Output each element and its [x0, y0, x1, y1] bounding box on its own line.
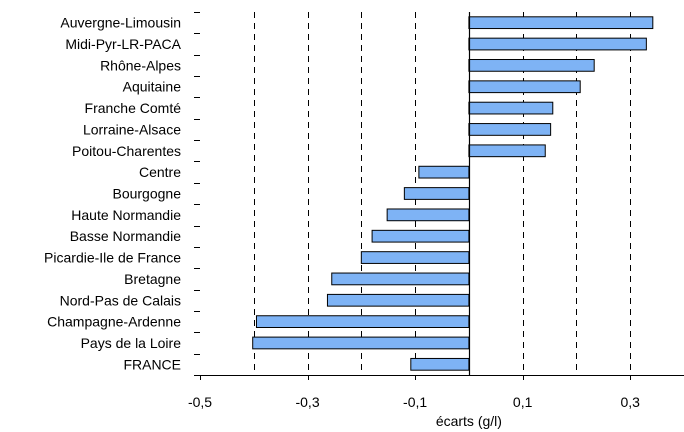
bar-11 — [360, 251, 470, 264]
category-label-6: Poitou-Charentes — [72, 143, 181, 159]
category-label-2: Rhône-Alpes — [100, 57, 181, 73]
bar-5 — [468, 123, 552, 136]
bar-16 — [410, 357, 470, 371]
category-label-1: Midi-Pyr-LR-PACA — [65, 36, 181, 52]
category-label-7: Centre — [139, 164, 181, 180]
bar-6 — [468, 144, 546, 158]
x-tick-label-4: 0,3 — [620, 394, 640, 410]
bar-10 — [371, 229, 470, 243]
axes — [200, 12, 684, 376]
category-label-12: Bretagne — [124, 271, 181, 287]
ticks — [194, 12, 631, 380]
category-label-5: Lorraine-Alsace — [83, 121, 181, 137]
bar-4 — [468, 101, 554, 115]
x-axis-title: écarts (g/l) — [436, 413, 502, 429]
x-tick-labels: -0,5 -0,3 -0,1 0,1 0,3 — [188, 394, 640, 410]
category-label-16: FRANCE — [123, 356, 181, 372]
category-label-11: Picardie-Ile de France — [44, 250, 181, 266]
bar-0 — [468, 16, 654, 30]
bars — [252, 16, 654, 371]
category-label-8: Bourgogne — [112, 186, 181, 202]
bar-9 — [386, 208, 470, 222]
category-label-4: Franche Comté — [85, 100, 182, 116]
category-label-14: Champagne-Ardenne — [47, 314, 181, 330]
category-label-9: Haute Normandie — [71, 207, 181, 223]
bar-15 — [252, 336, 470, 350]
bar-13 — [326, 293, 470, 307]
bar-1 — [468, 37, 647, 51]
bar-7 — [418, 165, 470, 179]
x-tick-label-2: -0,1 — [403, 394, 427, 410]
x-tick-label-0: -0,5 — [188, 394, 212, 410]
category-label-13: Nord-Pas de Calais — [60, 292, 181, 308]
bar-8 — [403, 187, 470, 200]
bar-2 — [468, 59, 595, 72]
x-tick-label-1: -0,3 — [295, 394, 319, 410]
bar-14 — [255, 315, 470, 328]
grid-lines — [254, 12, 631, 375]
category-label-15: Pays de la Loire — [81, 335, 182, 351]
category-label-0: Auvergne-Limousin — [60, 15, 181, 31]
bar-3 — [468, 80, 581, 94]
bar-12 — [331, 272, 470, 286]
x-tick-label-3: 0,1 — [513, 394, 533, 410]
category-label-3: Aquitaine — [123, 79, 182, 95]
category-label-10: Basse Normandie — [70, 228, 181, 244]
category-labels: Auvergne-Limousin Midi-Pyr-LR-PACA Rhône-A… — [44, 15, 182, 373]
